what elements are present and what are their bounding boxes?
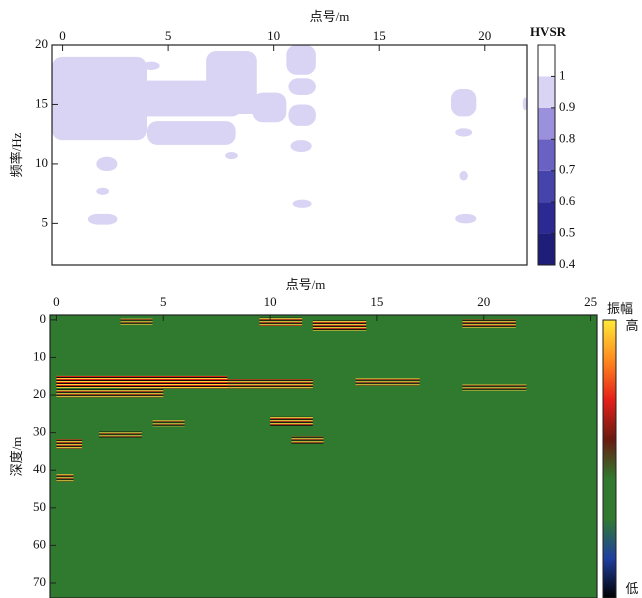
colorbar-title: 振幅	[607, 301, 633, 316]
x-tick-label: 0	[59, 28, 66, 43]
x-tick-label: 20	[477, 294, 490, 309]
y-tick-label: 60	[33, 536, 46, 551]
hvsr-region	[87, 213, 118, 225]
reflector	[56, 388, 164, 398]
colorbar-band	[538, 233, 555, 265]
plot-area	[50, 315, 597, 598]
y-axis-title: 深度/m	[9, 437, 24, 477]
reflector	[56, 439, 83, 449]
y-axis-title: 频率/Hz	[9, 132, 24, 177]
colorbar-tick-label: 0.7	[559, 162, 576, 177]
x-tick-label: 5	[165, 28, 172, 43]
hvsr-region	[288, 104, 316, 126]
y-tick-label: 70	[33, 574, 46, 589]
hvsr-region	[459, 171, 468, 181]
colorbar-low: 低	[625, 581, 638, 596]
colorbar-band	[538, 170, 555, 203]
reflector	[259, 317, 303, 326]
hvsr-region	[96, 156, 118, 172]
colorbar-band	[538, 76, 555, 108]
reflector	[355, 378, 420, 386]
hvsr-region	[288, 78, 316, 95]
x-axis-title: 点号/m	[310, 9, 350, 24]
y-tick-label: 20	[35, 36, 48, 51]
hvsr-region	[290, 140, 312, 153]
x-tick-label: 25	[584, 294, 597, 309]
hvsr-region	[451, 89, 477, 117]
reflector	[462, 319, 516, 328]
x-tick-label: 5	[160, 294, 167, 309]
hvsr-region	[455, 213, 477, 224]
hvsr-region	[206, 50, 257, 111]
y-tick-label: 10	[35, 155, 48, 170]
colorbar	[602, 319, 617, 598]
y-tick-label: 30	[33, 424, 46, 439]
reflector	[462, 384, 527, 391]
y-tick-label: 40	[33, 461, 46, 476]
hvsr-region	[225, 152, 238, 160]
colorbar-tick-label: 0.6	[559, 193, 576, 208]
reflector	[56, 473, 74, 482]
colorbar-band	[538, 107, 555, 140]
x-tick-label: 15	[373, 28, 386, 43]
x-axis-title: 点号/m	[286, 277, 326, 292]
plot-frame	[49, 314, 598, 598]
colorbar-tick-label: 0.8	[559, 130, 575, 145]
colorbar-tick-label: 1	[559, 67, 566, 82]
plot-frame	[51, 44, 528, 266]
hvsr-region	[252, 92, 287, 123]
hvsr-region	[147, 121, 236, 145]
hvsr-region	[142, 61, 160, 70]
colorbar-tick-label: 0.5	[559, 225, 575, 240]
hvsr-region	[96, 187, 109, 195]
y-tick-label: 20	[33, 386, 46, 401]
colorbar-band	[538, 139, 555, 171]
reflector	[120, 379, 313, 389]
y-tick-label: 10	[33, 348, 46, 363]
x-tick-label: 10	[267, 28, 280, 43]
y-tick-label: 0	[40, 311, 47, 326]
x-tick-label: 20	[478, 28, 491, 43]
x-tick-label: 10	[264, 294, 277, 309]
colorbar-band	[538, 45, 555, 77]
colorbar-frame	[537, 44, 556, 266]
reflector	[291, 436, 324, 444]
reflector	[270, 416, 313, 427]
x-tick-label: 15	[370, 294, 383, 309]
reflector	[99, 431, 142, 438]
x-tick-label: 0	[53, 294, 60, 309]
colorbar-high: 高	[625, 318, 638, 333]
hvsr-region	[147, 97, 274, 114]
hvsr-region	[286, 45, 316, 75]
y-tick-label: 50	[33, 499, 46, 514]
reflector	[152, 419, 185, 427]
hvsr-region	[455, 128, 473, 137]
hvsr-region	[522, 97, 527, 111]
reflector	[120, 318, 153, 326]
colorbar-band	[538, 202, 555, 234]
colorbar-tick-label: 0.9	[559, 99, 575, 114]
colorbar-tick-label: 0.4	[559, 256, 576, 271]
hvsr-region	[292, 199, 312, 208]
reflector	[312, 320, 367, 331]
y-tick-label: 15	[35, 95, 48, 110]
y-tick-label: 5	[42, 214, 49, 229]
colorbar-title: HVSR	[530, 24, 567, 39]
